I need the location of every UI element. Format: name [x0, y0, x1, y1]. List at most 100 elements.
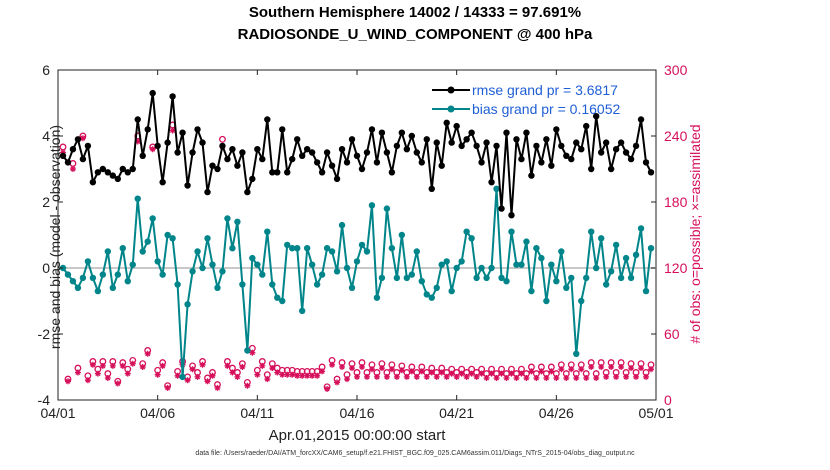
bias-point — [338, 221, 346, 229]
rmse-point — [184, 182, 191, 189]
bias-point — [503, 278, 510, 285]
rmse-point — [174, 149, 181, 156]
obs-assimilated-marker — [94, 370, 101, 377]
rmse-point — [607, 165, 615, 173]
rmse-point — [219, 142, 226, 150]
bias-point — [99, 271, 107, 278]
obs-assimilated-marker — [403, 373, 410, 380]
rmse-point — [104, 169, 112, 176]
obs-assimilated-marker — [618, 364, 625, 370]
obs-assimilated-marker — [154, 371, 161, 378]
rmse-point — [239, 149, 246, 156]
rmse-point — [583, 122, 590, 130]
obs-assimilated-marker — [648, 366, 655, 373]
bias-point — [368, 202, 376, 209]
obs-assimilated-marker — [274, 369, 281, 376]
data-file-footnote: data file: /Users/raeder/DAI/ATM_forcXX/… — [195, 450, 635, 457]
obs-assimilated-marker — [329, 361, 336, 368]
rmse-point — [179, 129, 186, 136]
rmse-point — [169, 93, 176, 100]
rmse-point — [378, 129, 386, 136]
obs-assimilated-marker — [264, 376, 271, 383]
obs-assimilated-marker — [324, 386, 331, 392]
bias-point — [413, 248, 420, 255]
obs-assimilated-marker — [79, 135, 86, 142]
rmse-point — [578, 146, 585, 153]
rmse-point — [548, 162, 555, 169]
obs-assimilated-marker — [633, 373, 640, 380]
obs-assimilated-marker — [538, 368, 545, 375]
rmse-point — [64, 159, 72, 166]
bias-point — [373, 294, 381, 301]
bias-point — [194, 248, 201, 255]
obs-assimilated-marker — [433, 373, 440, 380]
obs-assimilated-marker — [339, 364, 346, 370]
obs-assimilated-marker — [408, 368, 415, 375]
bias-point — [144, 238, 151, 245]
obs-assimilated-marker — [119, 362, 126, 369]
rmse-point — [483, 139, 490, 146]
obs-assimilated-marker — [458, 370, 465, 377]
bias-point — [438, 261, 445, 268]
bias-point — [274, 294, 281, 301]
bias-series-group — [59, 185, 655, 381]
bias-point — [627, 274, 635, 282]
bias-point — [109, 284, 117, 291]
rmse-point — [338, 146, 346, 153]
obs-assimilated-marker — [628, 365, 635, 372]
obs-assimilated-marker — [563, 375, 570, 381]
rmse-point — [214, 165, 221, 173]
bias-point — [383, 205, 391, 212]
rmse-point — [279, 126, 286, 133]
rmse-point — [89, 179, 97, 186]
obs-assimilated-marker — [603, 373, 610, 380]
obs-assimilated-marker — [269, 365, 276, 372]
bias-point — [563, 284, 570, 291]
bias-point — [453, 264, 460, 272]
obs-assimilated-marker — [294, 372, 301, 379]
obs-assimilated-marker — [513, 375, 520, 381]
x-tick-label: 04/06 — [140, 405, 175, 421]
obs-assimilated-marker — [209, 372, 216, 379]
rmse-point — [154, 142, 161, 150]
obs-assimilated-marker — [344, 376, 351, 383]
y2-tick-label: 120 — [664, 260, 688, 276]
bias-point — [597, 235, 605, 242]
obs-assimilated-marker — [184, 377, 191, 384]
obs-assimilated-marker — [528, 368, 535, 375]
rmse-point — [109, 172, 117, 179]
rmse-point — [303, 146, 311, 153]
obs-assimilated-marker — [568, 366, 575, 373]
bias-point — [323, 245, 331, 252]
bias-point — [289, 245, 296, 252]
obs-assimilated-marker — [448, 370, 455, 377]
bias-point — [388, 245, 396, 252]
bias-point — [642, 287, 650, 295]
rmse-point — [468, 129, 475, 136]
y-tick-label: 2 — [42, 194, 50, 210]
rmse-point — [313, 159, 321, 166]
rmse-series-group — [59, 89, 655, 219]
rmse-point — [84, 142, 92, 150]
rmse-point — [413, 149, 420, 156]
rmse-point — [264, 116, 271, 123]
bias-point — [294, 245, 301, 252]
bias-point — [403, 274, 411, 282]
rmse-point — [224, 155, 231, 163]
rmse-point — [418, 159, 425, 166]
obs-assimilated-marker — [114, 380, 121, 387]
obs-assimilated-marker — [413, 373, 420, 380]
obs-assimilated-marker — [189, 366, 196, 373]
bias-point — [129, 261, 136, 268]
rmse-point — [284, 169, 291, 176]
obs-assimilated-marker — [259, 362, 266, 369]
obs-assimilated-marker — [638, 365, 645, 372]
obs-assimilated-marker — [608, 364, 615, 370]
rmse-point — [353, 152, 361, 159]
rmse-point — [269, 169, 276, 176]
obs-assimilated-marker — [59, 149, 66, 156]
rmse-point — [298, 152, 306, 159]
obs-assimilated-marker — [423, 373, 430, 380]
rmse-point — [94, 169, 102, 176]
bias-point — [84, 258, 92, 265]
